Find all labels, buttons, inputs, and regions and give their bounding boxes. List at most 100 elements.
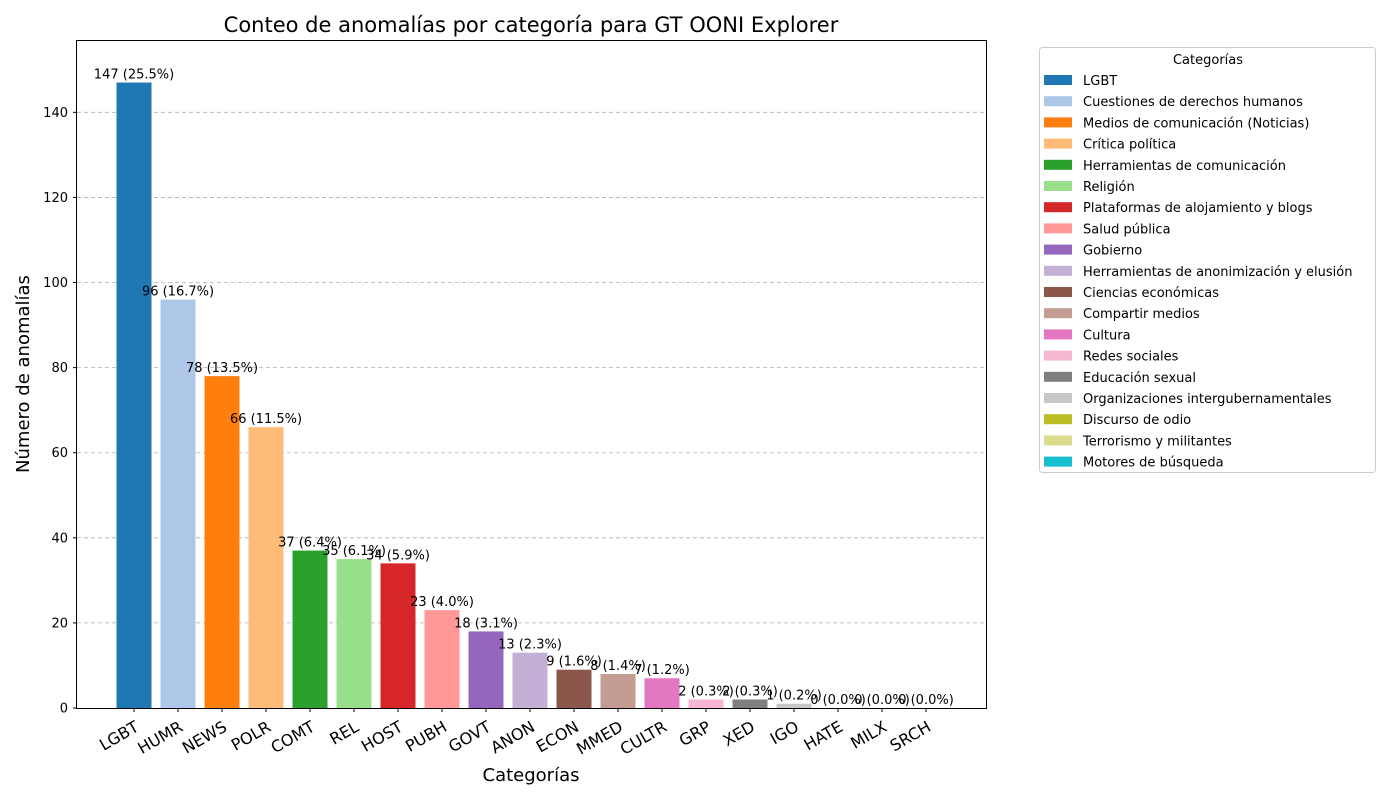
data-label-pubh: 23 (4.0%)	[410, 595, 474, 610]
x-tick-label-humr: HUMR	[134, 717, 186, 758]
bar-xed	[732, 699, 768, 708]
legend-label: Motores de búsqueda	[1083, 456, 1224, 471]
bar-anon	[512, 652, 548, 708]
legend-swatch	[1044, 75, 1072, 85]
x-tick-label-news: NEWS	[179, 717, 230, 757]
x-tick-label-cultr: CULTR	[617, 717, 670, 759]
bar-econ	[556, 669, 592, 708]
y-tick-label: 20	[51, 616, 68, 631]
data-label-milx: 0 (0.0%)	[854, 693, 910, 708]
x-tick-label-grp: GRP	[676, 717, 715, 750]
legend-label: Organizaciones intergubernamentales	[1083, 392, 1332, 407]
x-tick-label-lgbt: LGBT	[96, 717, 142, 755]
data-label-cultr: 7 (1.2%)	[634, 663, 690, 678]
bar-polr	[248, 427, 284, 708]
legend-label: Salud pública	[1083, 222, 1171, 237]
data-label-srch: 0 (0.0%)	[898, 693, 954, 708]
legend-swatch	[1044, 96, 1072, 107]
data-label-lgbt: 147 (25.5%)	[94, 68, 174, 83]
bar-govt	[468, 631, 504, 708]
legend-swatch	[1044, 414, 1072, 425]
data-label-xed: 2 (0.3%)	[722, 684, 778, 699]
bar-comt	[292, 550, 328, 708]
gridlines	[77, 111, 986, 624]
legend-swatch	[1044, 181, 1072, 191]
x-tick-label-host: HOST	[358, 717, 406, 756]
legend-swatch	[1044, 435, 1072, 446]
legend-label: Discurso de odio	[1083, 413, 1191, 428]
legend: Categorías LGBT Cuestiones de derechos hu…	[1039, 47, 1376, 473]
legend-swatch	[1044, 244, 1072, 255]
legend-swatch	[1044, 456, 1072, 467]
legend-items: LGBT Cuestiones de derechos humanos Medios…	[1044, 74, 1352, 471]
legend-swatch	[1044, 393, 1072, 403]
legend-label: Herramientas de comunicación	[1083, 159, 1286, 174]
chart-title: Conteo de anomalías por categoría para G…	[224, 13, 839, 37]
bar-rel	[336, 559, 372, 708]
y-tick-label: 0	[60, 702, 68, 717]
data-label-grp: 2 (0.3%)	[678, 684, 734, 699]
y-tick-label: 80	[51, 361, 68, 376]
bar-pubh	[424, 610, 460, 708]
x-axis-label: Categorías	[483, 765, 580, 786]
x-tick-label-hate: HATE	[800, 717, 846, 754]
bars	[116, 82, 812, 708]
legend-swatch	[1044, 138, 1072, 149]
data-label-humr: 96 (16.7%)	[142, 285, 214, 300]
data-label-anon: 13 (2.3%)	[498, 638, 562, 653]
x-tick-label-comt: COMT	[267, 717, 318, 757]
y-tick-label: 120	[43, 191, 68, 206]
x-tick-label-anon: ANON	[487, 717, 538, 757]
legend-swatch	[1044, 350, 1072, 361]
legend-label: Crítica política	[1083, 138, 1176, 153]
y-axis: 0 20 40 60 80 100 120 140	[43, 106, 77, 717]
legend-swatch	[1044, 265, 1072, 276]
legend-label: Educación sexual	[1083, 371, 1196, 386]
bar-lgbt	[116, 82, 152, 708]
legend-swatch	[1044, 117, 1072, 128]
legend-label: Cultura	[1083, 328, 1131, 343]
x-tick-label-igo: IGO	[767, 717, 802, 748]
x-tick-label-mmed: MMED	[573, 717, 626, 758]
x-tick-label-xed: XED	[720, 717, 758, 750]
legend-swatch	[1044, 159, 1072, 170]
data-label-polr: 66 (11.5%)	[230, 412, 302, 427]
x-tick-label-pubh: PUBH	[402, 717, 450, 756]
plot-frame	[76, 40, 987, 709]
legend-label: Compartir medios	[1083, 307, 1200, 322]
data-label-govt: 18 (3.1%)	[454, 616, 518, 631]
data-label-comt: 37 (6.4%)	[278, 536, 342, 551]
legend-swatch	[1044, 202, 1072, 213]
legend-swatch	[1044, 329, 1072, 340]
y-tick-label: 60	[51, 446, 68, 461]
bar-news	[204, 376, 240, 708]
bar-igo	[776, 703, 812, 708]
data-label-host: 34 (5.9%)	[366, 548, 430, 563]
legend-label: Ciencias económicas	[1083, 286, 1219, 301]
bar-humr	[160, 299, 196, 708]
data-label-mmed: 8 (1.4%)	[590, 659, 646, 674]
data-labels: 147 (25.5%) 96 (16.7%) 78 (13.5%) 66 (11.5%…	[94, 68, 954, 708]
x-tick-label-polr: POLR	[228, 717, 274, 755]
legend-swatch	[1044, 308, 1072, 319]
legend-label: Terrorismo y militantes	[1082, 434, 1232, 449]
x-tick-label-srch: SRCH	[887, 717, 934, 755]
bar-host	[380, 563, 416, 708]
x-tick-label-econ: ECON	[533, 717, 582, 756]
legend-label: Cuestiones de derechos humanos	[1083, 95, 1303, 110]
y-tick-label: 140	[43, 106, 68, 121]
legend-label: Herramientas de anonimización y elusión	[1083, 265, 1352, 280]
data-label-rel: 35 (6.1%)	[322, 544, 386, 559]
legend-swatch	[1044, 223, 1072, 234]
legend-swatch	[1044, 287, 1072, 297]
x-tick-label-milx: MILX	[847, 717, 890, 753]
x-tick-label-rel: REL	[326, 717, 362, 749]
data-label-hate: 0 (0.0%)	[810, 693, 866, 708]
legend-label: Gobierno	[1083, 244, 1142, 259]
x-tick-label-govt: GOVT	[445, 717, 494, 756]
y-axis-label: Número de anomalías	[13, 275, 34, 473]
data-label-econ: 9 (1.6%)	[546, 655, 602, 670]
